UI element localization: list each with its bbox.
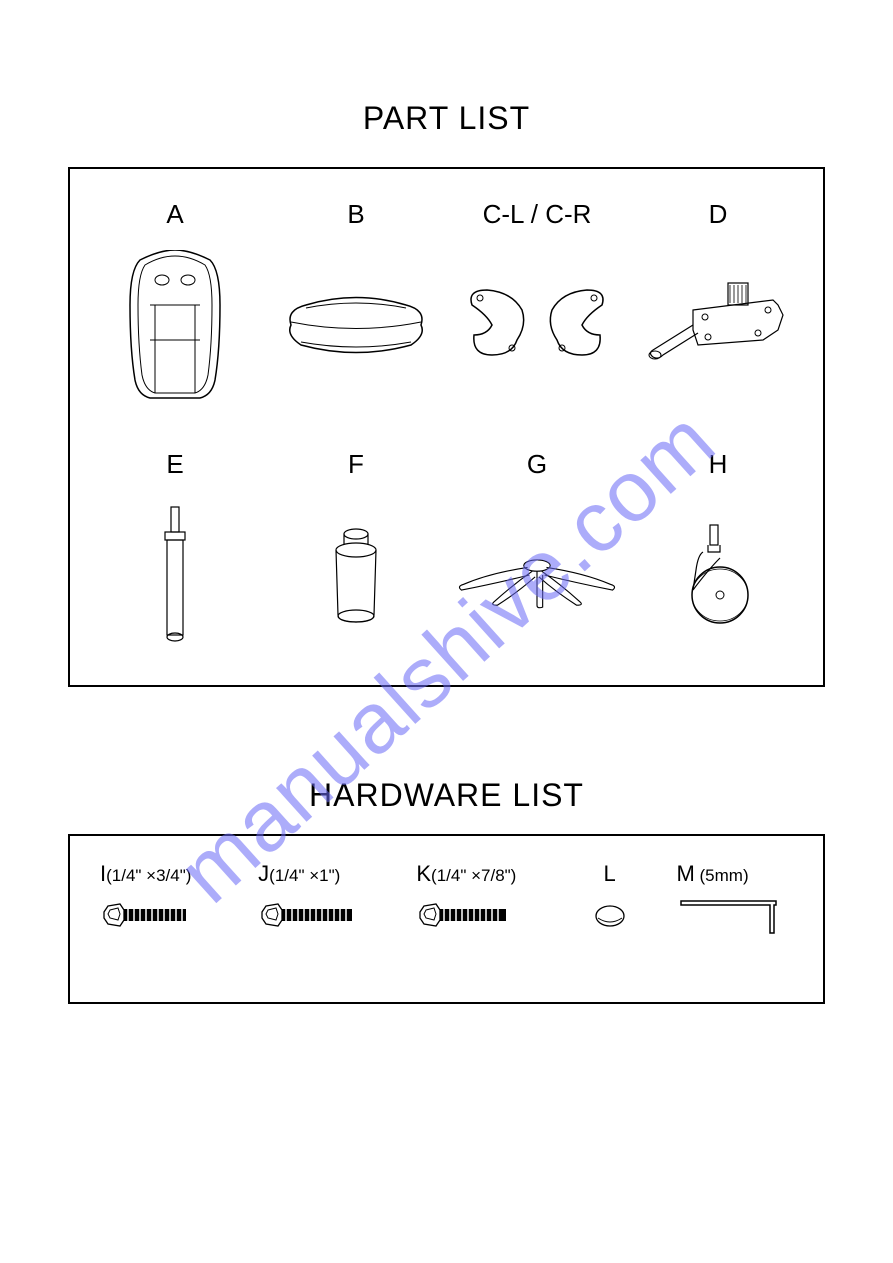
part-label: A	[166, 199, 183, 230]
part-b: B	[271, 199, 441, 409]
hardware-m: M (5mm)	[676, 861, 803, 935]
hw-label: M (5mm)	[676, 861, 748, 887]
hardware-title: HARDWARE LIST	[68, 777, 825, 814]
part-label: B	[347, 199, 364, 230]
hardware-box: I(1/4" ×3/4") J(1/4" ×1")	[68, 834, 825, 1004]
part-label: H	[709, 449, 728, 480]
cap-icon	[575, 895, 645, 935]
parts-row-1: A B	[90, 199, 803, 409]
hardware-row: I(1/4" ×3/4") J(1/4" ×1")	[100, 861, 803, 935]
allen-key-icon	[676, 895, 803, 935]
seat-cushion-icon	[271, 240, 441, 409]
caster-wheel-icon	[633, 490, 803, 659]
bolt-icon	[100, 895, 227, 935]
hardware-i: I(1/4" ×3/4")	[100, 861, 227, 935]
hardware-l: L	[575, 861, 645, 935]
star-base-icon	[452, 490, 622, 659]
part-f: F	[271, 449, 441, 659]
part-h: H	[633, 449, 803, 659]
hw-label: J(1/4" ×1")	[258, 861, 340, 887]
hw-label: I(1/4" ×3/4")	[100, 861, 191, 887]
bolt-icon	[258, 895, 385, 935]
part-c: C-L / C-R	[452, 199, 622, 409]
hardware-k: K(1/4" ×7/8")	[416, 861, 543, 935]
chair-back-icon	[90, 240, 260, 409]
part-a: A	[90, 199, 260, 409]
part-d: D	[633, 199, 803, 409]
gas-lift-icon	[90, 490, 260, 659]
armrests-icon	[452, 240, 622, 409]
bolt-icon	[416, 895, 543, 935]
parts-box: A B	[68, 167, 825, 687]
parts-row-2: E F	[90, 449, 803, 659]
parts-title: PART LIST	[68, 100, 825, 137]
part-label: E	[166, 449, 183, 480]
part-g: G	[452, 449, 622, 659]
hw-label: K(1/4" ×7/8")	[416, 861, 516, 887]
hardware-j: J(1/4" ×1")	[258, 861, 385, 935]
manual-page: PART LIST A B	[0, 0, 893, 1263]
cylinder-cover-icon	[271, 490, 441, 659]
hw-label: L	[604, 861, 616, 887]
part-label: F	[348, 449, 364, 480]
part-label: C-L / C-R	[483, 199, 592, 230]
part-e: E	[90, 449, 260, 659]
part-label: D	[709, 199, 728, 230]
part-label: G	[527, 449, 547, 480]
tilt-mechanism-icon	[633, 240, 803, 409]
